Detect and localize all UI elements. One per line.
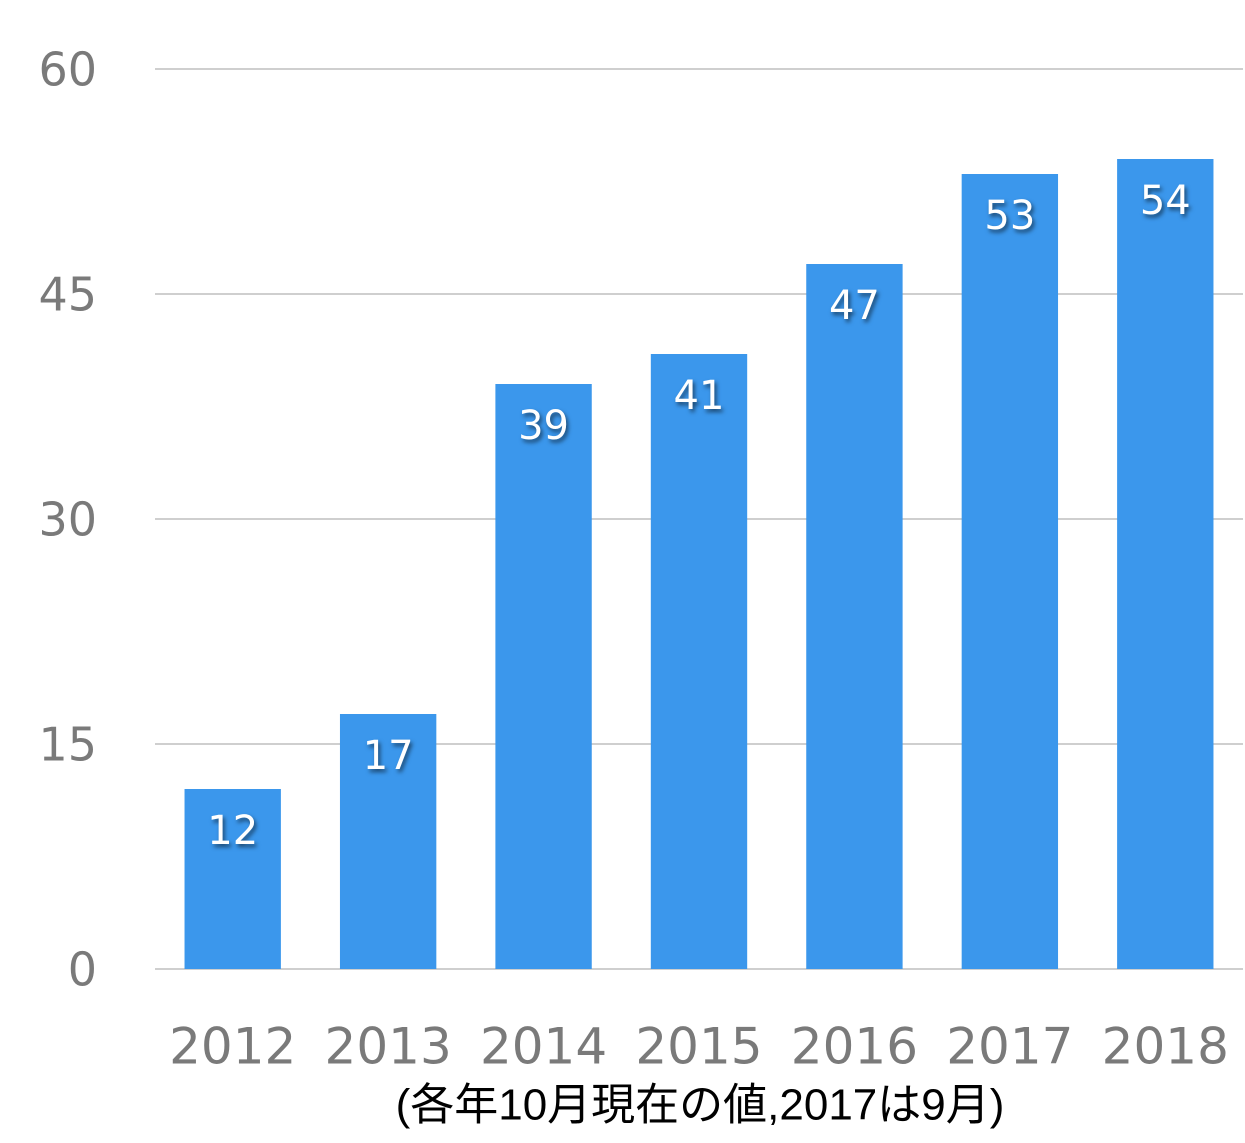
data-label: 54 xyxy=(1140,178,1191,224)
data-label: 39 xyxy=(518,403,569,449)
y-tick-label: 0 xyxy=(68,943,97,997)
y-tick-label: 45 xyxy=(38,268,97,322)
y-tick-label: 15 xyxy=(38,718,97,772)
y-tick-label: 60 xyxy=(38,43,97,97)
x-tick-label: 2012 xyxy=(169,1018,296,1076)
x-tick-label: 2015 xyxy=(635,1018,762,1076)
x-tick-label: 2014 xyxy=(480,1018,607,1076)
x-tick-label: 2017 xyxy=(946,1018,1073,1076)
x-tick-label: 2013 xyxy=(325,1018,452,1076)
bar xyxy=(1117,159,1214,969)
bar xyxy=(184,789,281,969)
data-label: 41 xyxy=(674,373,725,419)
bar xyxy=(495,384,592,969)
y-tick-label: 30 xyxy=(38,493,97,547)
x-tick-label: 2016 xyxy=(791,1018,918,1076)
data-label: 17 xyxy=(363,733,414,779)
x-tick-label: 2018 xyxy=(1102,1018,1229,1076)
data-label: 53 xyxy=(984,193,1035,239)
x-axis-label: (各年10月現在の値,2017は9月) xyxy=(396,1081,1005,1130)
bar xyxy=(806,264,903,969)
bar xyxy=(339,714,437,969)
data-label: 47 xyxy=(829,283,880,329)
data-label: 12 xyxy=(207,808,258,854)
bar xyxy=(961,174,1059,969)
bar xyxy=(650,354,748,969)
